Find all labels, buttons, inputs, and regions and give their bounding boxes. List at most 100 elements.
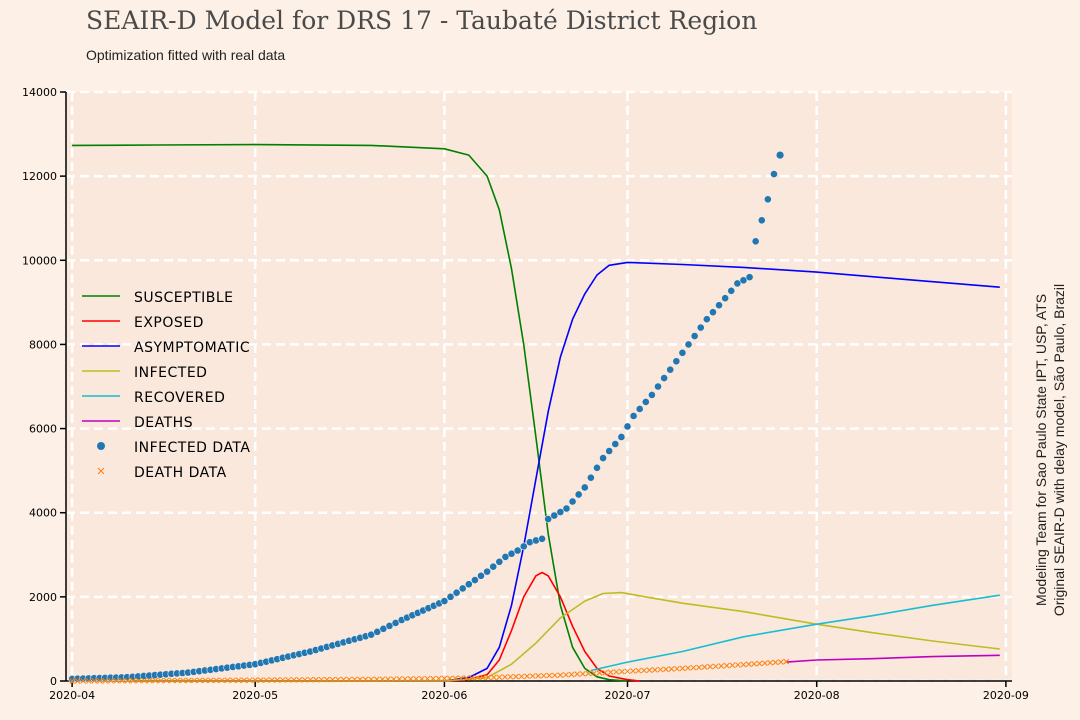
x-tick-label: 2020-09 [983, 689, 1029, 702]
death-data-point [324, 676, 330, 683]
infected-data-point [586, 473, 595, 482]
death-data-point [96, 678, 103, 684]
infected-data-point [654, 382, 662, 391]
legend-death-data-swatch [97, 467, 105, 475]
infected-data-point [513, 546, 522, 555]
x-tick-label: 2020-07 [605, 689, 651, 702]
death-data-point [563, 671, 569, 678]
death-data-point [441, 675, 448, 682]
death-data-point [235, 677, 242, 684]
y-tick-label: 0 [50, 675, 57, 688]
death-data-point [252, 677, 259, 684]
infected-data-point [641, 398, 650, 406]
death-data-point [546, 672, 553, 679]
death-data-point [524, 673, 530, 680]
death-data-point [357, 676, 363, 683]
legend-asymptomatic-label: ASYMPTOMATIC [134, 340, 250, 356]
death-data-point [707, 663, 714, 670]
infected-data-point [544, 515, 553, 523]
death-data-point [274, 677, 281, 683]
death-data-point [329, 676, 336, 683]
death-data-point [735, 662, 741, 668]
death-data-point [291, 677, 297, 683]
x-tick-label: 2020-04 [49, 689, 95, 702]
death-data-point [630, 668, 636, 674]
death-data-point [777, 659, 784, 665]
death-data-point [485, 674, 492, 681]
x-tick-label: 2020-05 [232, 689, 278, 702]
infected-data-point [464, 580, 473, 589]
infected-data-point [709, 308, 717, 317]
death-data-point [679, 665, 686, 672]
infected-data-point [550, 511, 559, 520]
legend-exposed-label: EXPOSED [134, 315, 204, 331]
infected-data-point [739, 276, 748, 285]
y-tick-label: 2000 [29, 591, 57, 604]
death-data-point [619, 668, 625, 675]
death-data-point [102, 677, 109, 684]
death-data-point [302, 676, 308, 683]
death-data-point [180, 677, 186, 684]
death-data-point [174, 677, 181, 684]
infected-data-point [721, 294, 730, 303]
death-data-point [668, 666, 675, 672]
legend-recovered-label: RECOVERED [134, 390, 225, 406]
infected-data-point [660, 374, 669, 382]
death-data-point [285, 677, 292, 683]
death-data-point [463, 675, 470, 681]
infected-data-point [648, 391, 656, 399]
death-data-point [430, 675, 436, 682]
infected-data-point [495, 557, 504, 566]
death-data-point [490, 674, 497, 681]
death-data-point [191, 677, 198, 684]
death-data-point [362, 676, 369, 683]
death-data-point [624, 668, 631, 675]
death-data-point [646, 667, 653, 673]
death-data-point [652, 666, 658, 673]
series-deaths-line [786, 654, 1000, 663]
death-data-point [551, 672, 558, 679]
death-data-point [635, 667, 642, 674]
death-data-point [135, 677, 142, 684]
infected-data-point [452, 588, 461, 597]
death-data-point [91, 678, 98, 684]
death-data-point [761, 660, 768, 666]
death-data-point [424, 675, 431, 682]
death-data-point [596, 670, 603, 676]
death-data-point [413, 675, 420, 682]
death-data-point [458, 675, 464, 681]
infected-data-point [580, 483, 589, 492]
death-data-point [219, 677, 225, 684]
death-data-point [767, 659, 774, 666]
death-data-point [74, 678, 81, 684]
infected-data-point [629, 412, 638, 420]
death-data-point [696, 664, 702, 671]
infected-data-point [745, 273, 754, 282]
death-data-point [113, 677, 120, 684]
y-tick-label: 14000 [22, 86, 57, 99]
infected-data-point [611, 440, 620, 448]
infected-data-point [489, 562, 498, 571]
death-data-point [108, 677, 114, 684]
infected-data-point [446, 592, 455, 601]
death-data-point [69, 678, 75, 684]
death-data-point [407, 676, 414, 682]
death-data-point [712, 663, 719, 670]
death-data-point [745, 661, 752, 668]
death-data-point [351, 676, 358, 683]
infected-data-point [458, 584, 467, 593]
death-data-point [196, 677, 203, 684]
infected-data-point [483, 567, 492, 576]
death-data-point [385, 676, 391, 682]
infected-data-point [471, 576, 479, 584]
y-tick-label: 4000 [29, 507, 57, 520]
legend-infected-label: INFECTED [134, 365, 207, 381]
chart-subtitle: Optimization fitted with real data [86, 47, 286, 63]
death-data-point [379, 676, 386, 683]
infected-data-point [623, 422, 632, 431]
infected-data-point [538, 534, 546, 543]
death-data-point [591, 670, 597, 677]
death-data-point [185, 677, 192, 684]
death-data-point [246, 677, 253, 684]
